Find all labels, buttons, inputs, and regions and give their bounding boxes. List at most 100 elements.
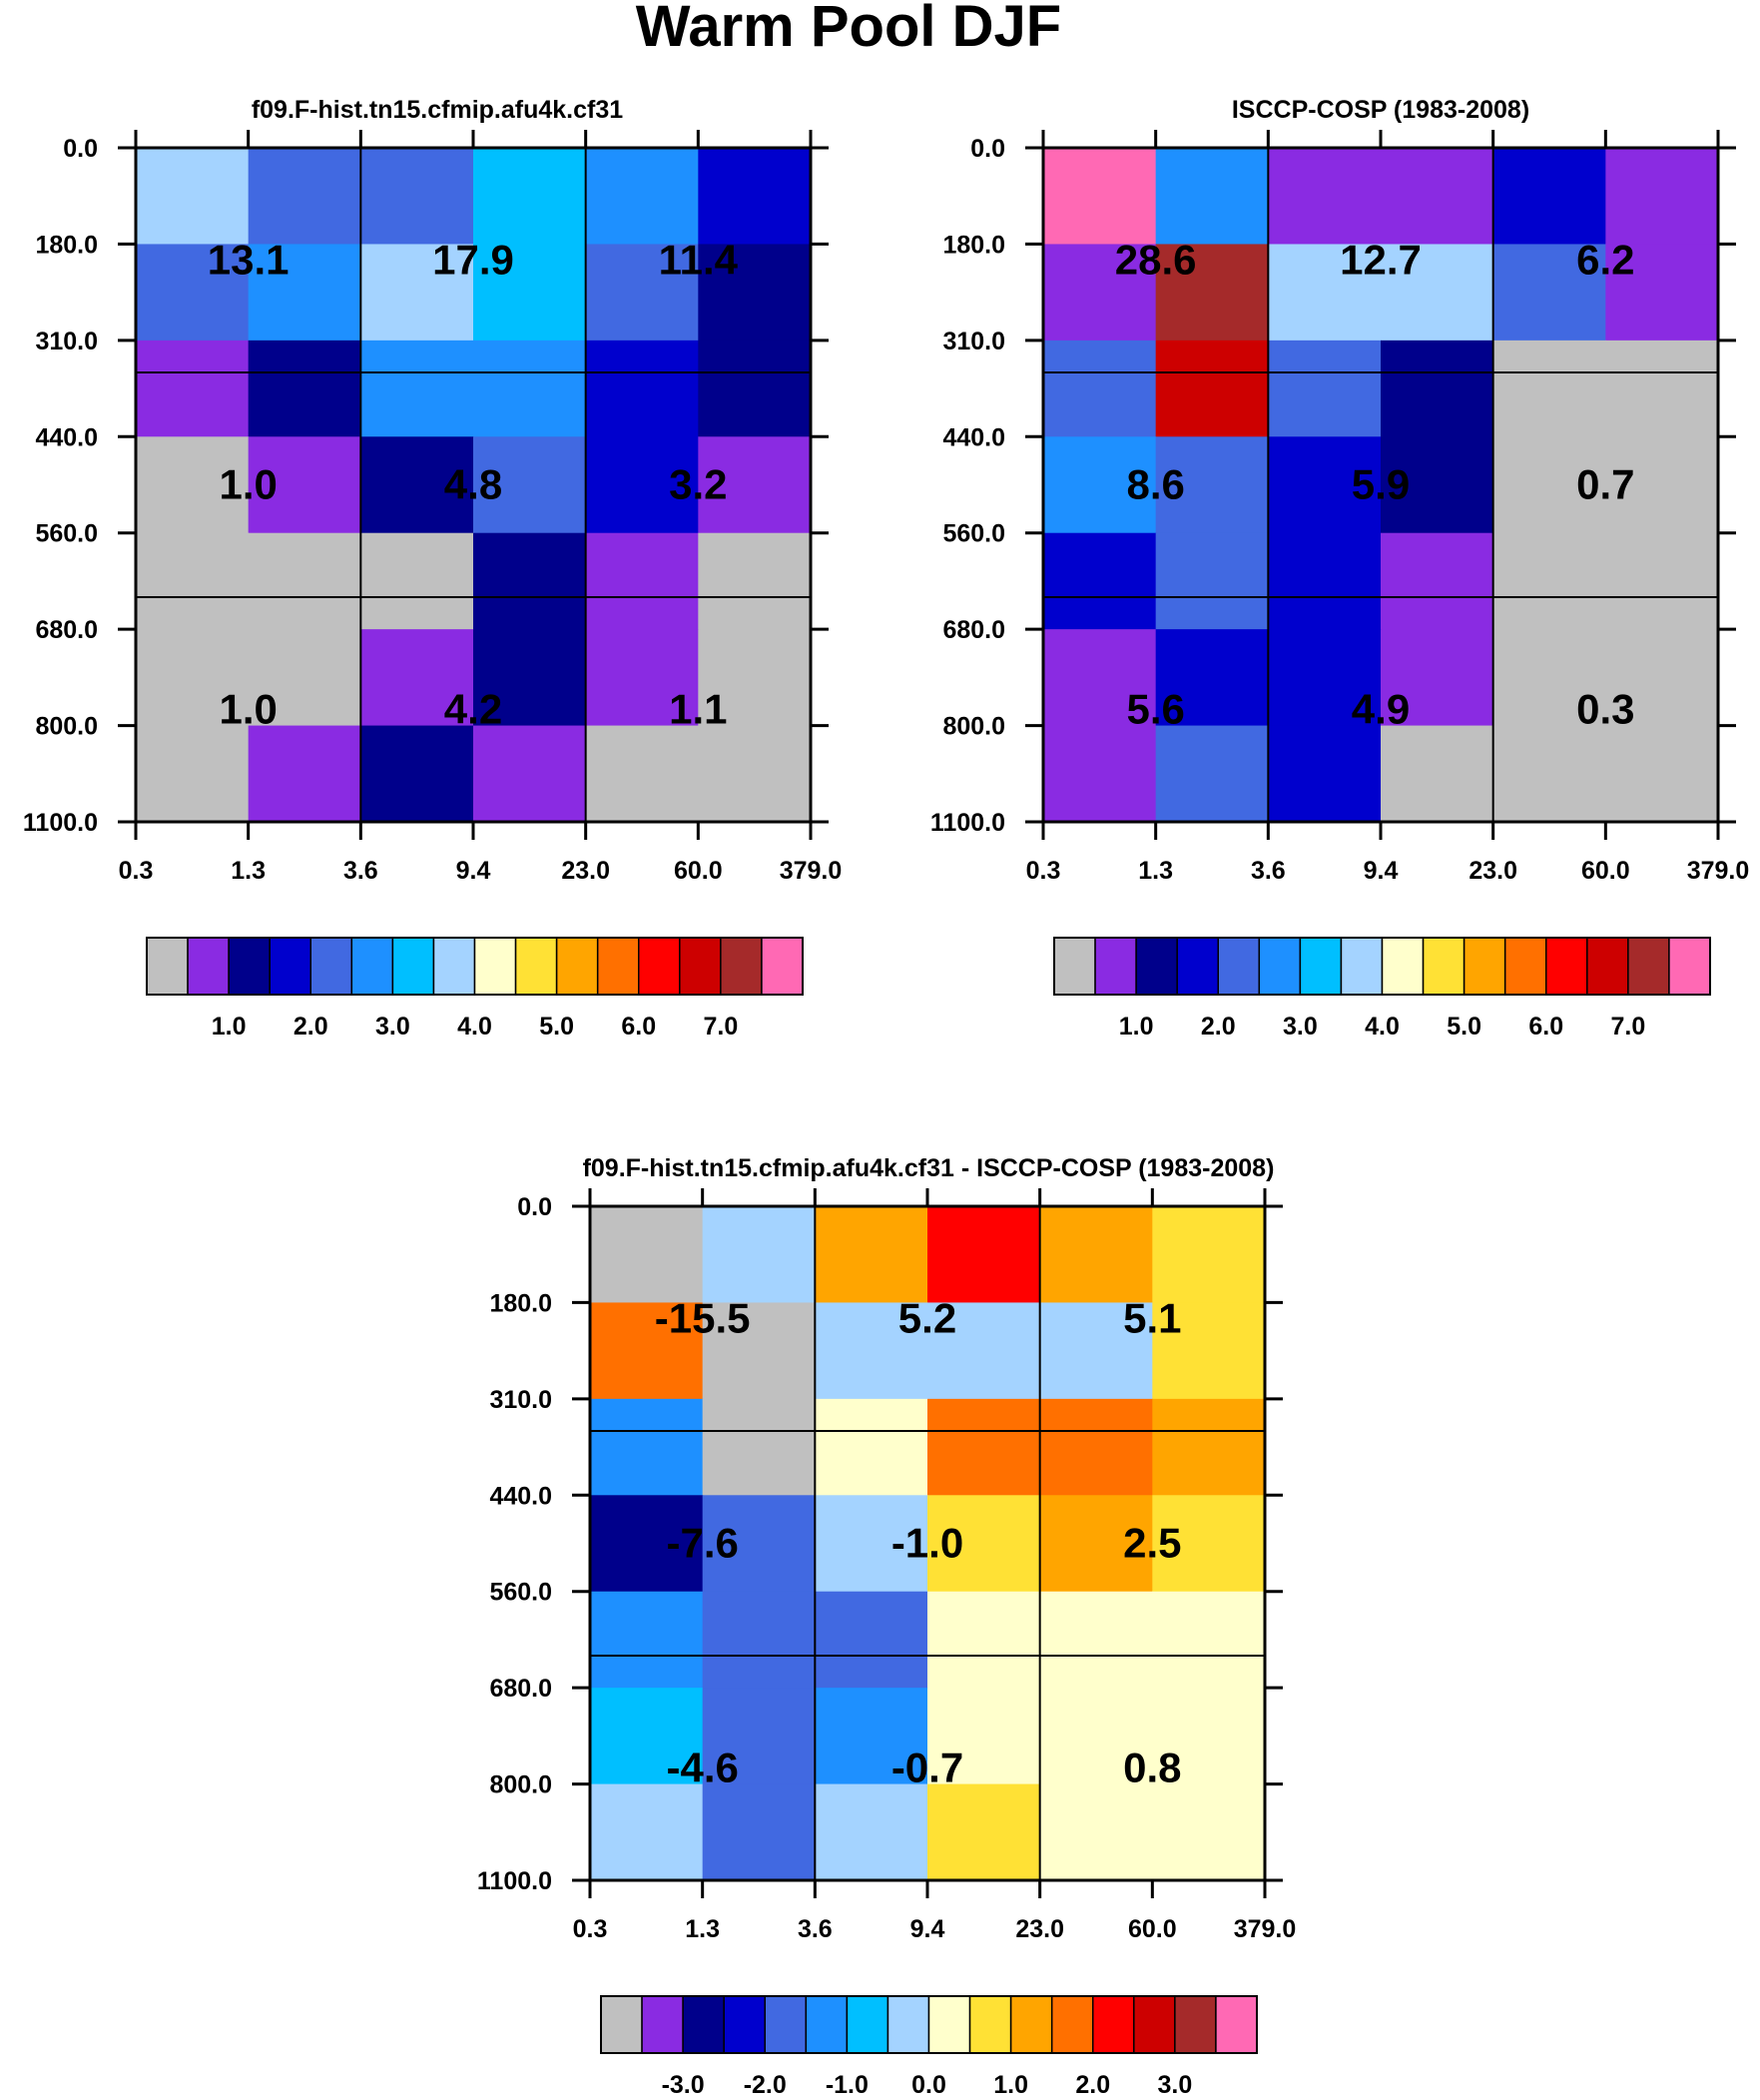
heatmap-cell (1605, 340, 1719, 437)
heatmap-cell (1381, 340, 1494, 437)
heatmap-cell (702, 1398, 816, 1496)
box-value: 0.8 (1123, 1745, 1181, 1791)
heatmap-cell (1152, 1398, 1266, 1496)
heatmap-cell (360, 148, 474, 246)
colorbar-swatch (187, 937, 230, 996)
heatmap-cell (585, 436, 699, 534)
x-tick-label: 1.3 (231, 857, 266, 885)
panel-title: f09.F-hist.tn15.cfmip.afu4k.cf31 (252, 96, 623, 124)
heatmap-cell (473, 725, 587, 823)
heatmap-cell (248, 340, 361, 437)
heatmap-cell (927, 1302, 1041, 1400)
y-tick-label: 180.0 (489, 1289, 552, 1317)
colorbar-swatch (600, 1995, 643, 2054)
heatmap-cell (1043, 340, 1157, 437)
panel-diff: f09.F-hist.tn15.cfmip.afu4k.cf31 - ISCCP… (477, 1154, 1296, 2099)
heatmap-cell (815, 1398, 928, 1496)
heatmap-cell (360, 725, 474, 823)
heatmap-cell (1492, 244, 1606, 342)
heatmap-cell (1268, 340, 1382, 437)
heatmap-cell (1381, 244, 1494, 342)
y-tick-label: 0.0 (63, 135, 98, 163)
heatmap-cell (1268, 725, 1382, 823)
heatmap-cell (927, 1398, 1041, 1496)
colorbar-swatch (146, 937, 189, 996)
heatmap-cell (1381, 532, 1494, 630)
heatmap-cell (815, 1302, 928, 1400)
figure-title: Warm Pool DJF (636, 0, 1061, 59)
colorbar-swatch (1340, 937, 1384, 996)
x-tick-label: 0.3 (119, 857, 154, 885)
colorbar-frame (146, 937, 804, 996)
heatmap-cell (585, 629, 699, 727)
y-tick-label: 560.0 (35, 520, 98, 548)
x-tick-label: 60.0 (1128, 1915, 1177, 1943)
heatmap-cell (1155, 340, 1269, 437)
heatmap-cell (473, 532, 587, 630)
heatmap-cell (1605, 244, 1719, 342)
heatmap-cell (248, 148, 361, 246)
colorbar-label: 4.0 (457, 1013, 492, 1041)
colorbar-label: 7.0 (1610, 1013, 1645, 1041)
y-tick-label: 560.0 (489, 1579, 552, 1607)
colorbar-swatch (638, 937, 681, 996)
heatmap-cell (590, 1495, 704, 1593)
colorbar-frame (1053, 937, 1711, 996)
y-tick-label: 180.0 (35, 231, 98, 259)
heatmap-cell (1381, 629, 1494, 727)
x-tick-label: 23.0 (1468, 857, 1517, 885)
y-tick-label: 800.0 (489, 1771, 552, 1799)
colorbar-swatch (1092, 1995, 1135, 2054)
box-value: 0.7 (1576, 461, 1634, 508)
panel-title: f09.F-hist.tn15.cfmip.afu4k.cf31 - ISCCP… (583, 1154, 1275, 1182)
colorbar-label: 2.0 (293, 1013, 328, 1041)
colorbar-label: 2.0 (1075, 2071, 1110, 2099)
y-tick-label: 800.0 (35, 713, 98, 741)
x-tick-label: 379.0 (780, 857, 843, 885)
heatmap-cell (360, 629, 474, 727)
box-value: -0.7 (891, 1745, 963, 1791)
heatmap-cell (1155, 725, 1269, 823)
heatmap-cell (1381, 436, 1494, 534)
heatmap-cell (702, 1591, 816, 1689)
heatmap-cell (698, 532, 812, 630)
x-tick-label: 9.4 (1364, 857, 1399, 885)
y-tick-label: 0.0 (517, 1193, 552, 1221)
colorbar-swatch (1668, 937, 1711, 996)
heatmap-cell (698, 436, 812, 534)
colorbar-swatch (761, 937, 804, 996)
heatmap-cell (136, 148, 250, 246)
colorbar-label: 2.0 (1201, 1013, 1236, 1041)
heatmap-cell (927, 1495, 1041, 1593)
heatmap-cell (815, 1495, 928, 1593)
heatmap-cell (590, 1688, 704, 1785)
box-value: 11.4 (659, 237, 739, 284)
box-value: 12.7 (1340, 237, 1422, 284)
box-value: 6.2 (1576, 237, 1634, 284)
heatmap-cell (1155, 532, 1269, 630)
heatmap-cell (473, 629, 587, 727)
heatmap-cell (1152, 1302, 1266, 1400)
heatmap-cell (1155, 244, 1269, 342)
box-value: -7.6 (666, 1520, 738, 1567)
box-value: -15.5 (655, 1295, 751, 1342)
heatmap-cell (815, 1783, 928, 1881)
colorbar-swatch (723, 1995, 767, 2054)
box-value: 1.0 (219, 686, 277, 733)
colorbar-label: 7.0 (703, 1013, 738, 1041)
heatmap-cell (360, 532, 474, 630)
colorbar-swatch (514, 937, 558, 996)
colorbar-swatch (1215, 1995, 1258, 2054)
box-value: 1.0 (219, 461, 277, 508)
heatmap-cell (1381, 148, 1494, 246)
heatmap-cell (1039, 1302, 1153, 1400)
box-value: 5.1 (1123, 1295, 1181, 1342)
y-tick-label: 310.0 (489, 1386, 552, 1414)
y-tick-label: 1100.0 (930, 809, 1005, 837)
heatmap-cell (702, 1495, 816, 1593)
colorbar-swatch (1258, 937, 1302, 996)
heatmap-cell (136, 436, 250, 534)
heatmap-cell (1152, 1688, 1266, 1785)
colorbar-swatch (1050, 1995, 1094, 2054)
y-tick-label: 680.0 (35, 616, 98, 644)
